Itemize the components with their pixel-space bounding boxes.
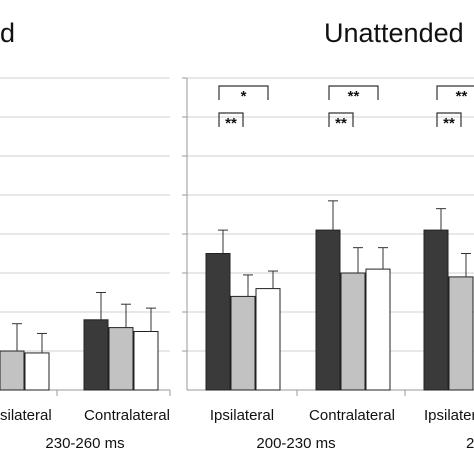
x-tick-label: silateral: [0, 407, 52, 424]
significance-bracket: [328, 112, 354, 127]
bar: [24, 352, 50, 391]
x-tick-label: Ipsilateral: [424, 407, 474, 424]
significance-bracket: [328, 85, 379, 100]
bar: [423, 229, 449, 391]
bar: [83, 319, 109, 391]
significance-marker: **: [348, 88, 360, 105]
x-axis-label: 200-230 ms: [256, 435, 335, 452]
panel-title: d: [0, 18, 15, 48]
bar: [133, 331, 159, 391]
significance-marker: **: [225, 115, 237, 132]
significance-marker: **: [443, 115, 455, 132]
significance-marker: **: [335, 115, 347, 132]
significance-bracket: [218, 85, 269, 100]
significance-bracket: [436, 85, 474, 100]
bar: [340, 272, 366, 391]
x-tick-label: Contralateral: [84, 407, 170, 424]
bar: [230, 295, 256, 391]
bar: [365, 268, 391, 391]
x-tick-label: Ipsilateral: [210, 407, 274, 424]
edge-fragment-label: 2: [466, 435, 474, 452]
significance-marker: **: [456, 88, 468, 105]
x-tick-label: Contralateral: [309, 407, 395, 424]
right-panel: Ipsilateral Contralateral Ipsilateral 200-2…: [182, 18, 474, 452]
significance-marker: *: [241, 88, 247, 105]
panel-title: Unattended: [324, 18, 464, 48]
bar: [205, 253, 231, 391]
bar: [255, 288, 281, 391]
bar: [0, 350, 25, 391]
left-panel: silateral Contralateral 230-260 ms d: [0, 18, 171, 452]
x-axis-label: 230-260 ms: [45, 435, 124, 452]
bar: [315, 229, 341, 391]
significance-bracket: [218, 112, 244, 127]
bar: [108, 327, 134, 391]
bar: [448, 276, 474, 391]
significance-bracket: [436, 112, 462, 127]
